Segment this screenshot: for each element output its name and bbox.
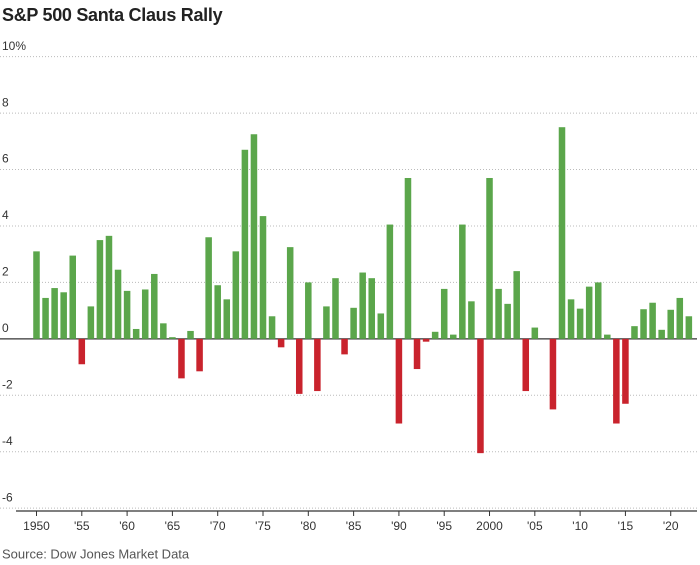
bar <box>205 237 212 339</box>
bar <box>495 288 502 339</box>
bar <box>214 285 221 339</box>
x-tick-label: '75 <box>255 519 271 533</box>
bar <box>196 338 203 372</box>
bar <box>522 338 530 392</box>
bar <box>160 323 167 339</box>
bar <box>286 247 294 339</box>
bar <box>51 288 58 339</box>
x-tick-label: '90 <box>391 519 407 533</box>
bar <box>622 338 629 404</box>
bar <box>658 329 665 339</box>
y-tick-label: 2 <box>2 265 9 279</box>
bar <box>576 308 584 339</box>
bar <box>69 255 76 339</box>
y-tick-label: 0 <box>2 321 9 335</box>
chart-title: S&P 500 Santa Claus Rally <box>2 5 223 25</box>
bar <box>169 337 176 339</box>
bar <box>341 338 348 355</box>
bar <box>631 326 638 339</box>
x-tick-label: '20 <box>663 519 679 533</box>
x-tick-label: '70 <box>210 519 226 533</box>
bar <box>486 177 493 339</box>
bar <box>332 278 339 339</box>
source-note: Source: Dow Jones Market Data <box>2 546 190 561</box>
bar <box>450 334 457 339</box>
bar <box>105 235 113 339</box>
bar <box>613 338 620 424</box>
bar <box>350 307 357 339</box>
bar <box>295 338 303 394</box>
bar <box>259 216 267 339</box>
bar <box>132 328 140 339</box>
bar <box>676 297 684 339</box>
x-tick-label: 2000 <box>476 519 503 533</box>
bar <box>241 149 249 339</box>
y-tick-label: -6 <box>2 490 13 504</box>
bar <box>178 338 185 379</box>
bar <box>604 334 611 339</box>
bar <box>431 331 439 339</box>
bar <box>323 306 330 339</box>
x-tick-label: '95 <box>436 519 452 533</box>
bar <box>585 286 593 339</box>
bar <box>359 272 366 339</box>
bar <box>151 273 158 339</box>
x-tick-label: 1950 <box>23 519 50 533</box>
bar <box>386 224 394 339</box>
bar <box>33 251 40 339</box>
bar <box>250 134 258 339</box>
bar <box>42 297 49 339</box>
bar <box>413 338 421 370</box>
x-tick-label: '55 <box>74 519 90 533</box>
bar <box>667 309 674 339</box>
bar <box>567 299 575 339</box>
bar <box>123 290 131 339</box>
x-tick-label: '05 <box>527 519 543 533</box>
bar <box>513 271 520 339</box>
y-tick-label: -4 <box>2 434 13 448</box>
bar <box>504 303 511 339</box>
y-tick-label: 10% <box>2 39 26 53</box>
bar <box>477 338 484 454</box>
bar <box>187 330 194 339</box>
bar <box>141 289 149 339</box>
y-tick-label: 4 <box>2 208 9 222</box>
bar <box>305 282 312 339</box>
bar <box>232 251 240 339</box>
bar <box>549 338 557 410</box>
x-tick-label: '80 <box>300 519 316 533</box>
bar <box>314 338 321 392</box>
bar <box>594 282 602 339</box>
bar <box>60 292 67 339</box>
bar <box>377 313 385 339</box>
bar <box>404 177 412 339</box>
bar <box>277 338 285 348</box>
x-tick-label: '85 <box>346 519 362 533</box>
y-tick-label: 6 <box>2 152 9 166</box>
x-tick-label: '15 <box>618 519 634 533</box>
bar <box>558 127 566 339</box>
bar <box>468 301 475 339</box>
bar <box>440 288 448 339</box>
bar <box>368 278 375 339</box>
bar <box>531 327 539 339</box>
bar <box>640 309 647 339</box>
x-tick-label: '10 <box>572 519 588 533</box>
bar <box>96 240 104 339</box>
bar <box>223 299 231 339</box>
bar <box>87 306 95 339</box>
bar <box>268 316 276 339</box>
bar <box>395 338 403 424</box>
bar <box>78 338 86 365</box>
bar <box>649 302 656 339</box>
bar <box>685 316 693 339</box>
x-tick-label: '65 <box>165 519 181 533</box>
bar <box>422 338 430 342</box>
bar <box>459 224 466 339</box>
y-tick-label: 8 <box>2 95 9 109</box>
y-tick-label: -2 <box>2 377 13 391</box>
x-tick-label: '60 <box>119 519 135 533</box>
bar <box>114 269 122 339</box>
